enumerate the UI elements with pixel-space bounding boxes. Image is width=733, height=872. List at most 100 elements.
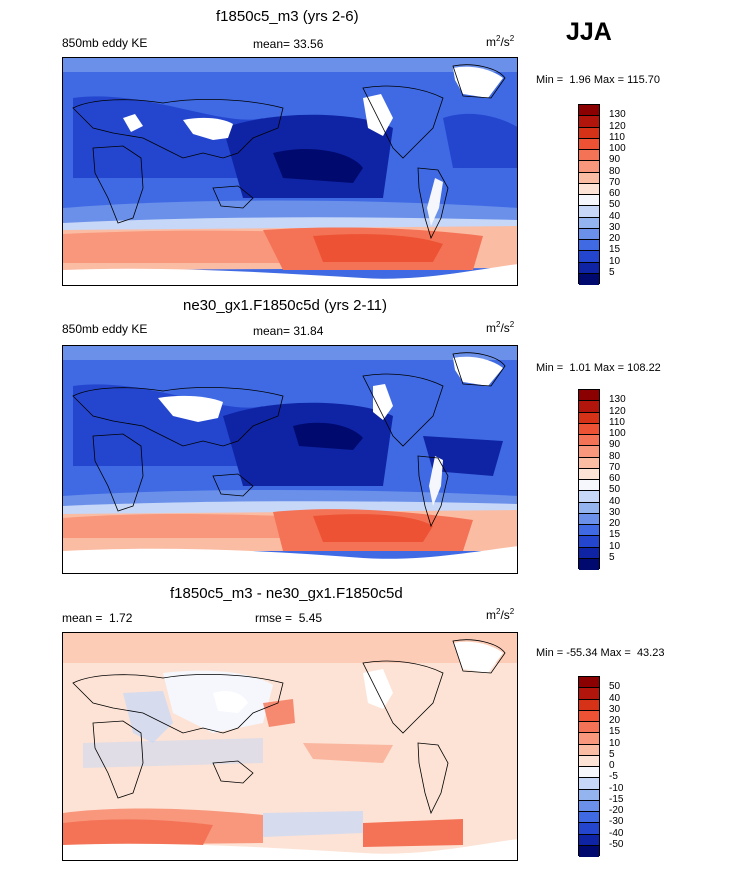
- colorbar-swatch: [579, 677, 599, 689]
- colorbar-tick-label: 80: [609, 165, 621, 177]
- panel3-colorbar: [578, 676, 600, 857]
- colorbar-tick-label: 20: [609, 518, 621, 529]
- colorbar-tick-label: -20: [609, 805, 624, 816]
- panel3-rmse: rmse = 5.45: [255, 611, 323, 625]
- colorbar-tick-label: 100: [609, 428, 626, 439]
- colorbar-tick-label: -15: [609, 793, 624, 805]
- colorbar-tick-label: -10: [609, 782, 624, 794]
- colorbar-swatch: [579, 435, 599, 447]
- panel1-map: [62, 57, 518, 286]
- panel1-mean: mean= 33.56: [253, 37, 324, 51]
- colorbar-swatch: [579, 228, 599, 240]
- panel1-minmax: Min = 1.96 Max = 115.70: [536, 74, 660, 86]
- colorbar-swatch: [579, 262, 599, 274]
- colorbar-tick-label: 0: [609, 760, 615, 771]
- colorbar-tick-label: -40: [609, 827, 624, 839]
- panel2-map: [62, 345, 518, 574]
- colorbar-tick-label: 50: [609, 484, 621, 496]
- colorbar-swatch: [579, 251, 599, 263]
- colorbar-tick-label: 30: [609, 703, 621, 715]
- colorbar-swatch: [579, 800, 599, 812]
- colorbar-swatch: [579, 558, 599, 570]
- colorbar-tick-label: 50: [609, 681, 621, 693]
- colorbar-tick-label: 130: [609, 109, 626, 121]
- colorbar-swatch: [579, 733, 599, 745]
- colorbar-swatch: [579, 195, 599, 207]
- panel2-title: ne30_gx1.F1850c5d (yrs 2-11): [183, 297, 388, 314]
- colorbar-tick-label: -30: [609, 816, 624, 828]
- colorbar-swatch: [579, 525, 599, 537]
- colorbar-tick-label: 40: [609, 495, 621, 507]
- colorbar-swatch: [579, 206, 599, 218]
- colorbar-swatch: [579, 127, 599, 139]
- colorbar-swatch: [579, 744, 599, 756]
- colorbar-swatch: [579, 812, 599, 824]
- colorbar-swatch: [579, 116, 599, 128]
- colorbar-tick-label: 50: [609, 199, 621, 211]
- colorbar-tick-label: 15: [609, 726, 621, 738]
- colorbar-swatch: [579, 412, 599, 424]
- colorbar-tick-label: 90: [609, 439, 621, 451]
- colorbar-swatch: [579, 710, 599, 722]
- colorbar-swatch: [579, 845, 599, 857]
- colorbar-tick-label: 60: [609, 188, 621, 199]
- colorbar-swatch: [579, 105, 599, 117]
- colorbar-swatch: [579, 390, 599, 402]
- colorbar-tick-label: 70: [609, 461, 621, 473]
- colorbar-swatch: [579, 273, 599, 285]
- colorbar-tick-label: -50: [609, 838, 624, 850]
- panel2-mean: mean= 31.84: [253, 324, 324, 338]
- panel3-map: [62, 632, 518, 861]
- panel3-mean: mean = 1.72: [62, 611, 133, 625]
- colorbar-tick-label: 15: [609, 529, 621, 541]
- colorbar-swatch: [579, 491, 599, 503]
- panel1-units: m2/s2: [486, 34, 515, 49]
- colorbar-tick-label: -5: [609, 771, 618, 783]
- panel2-minmax: Min = 1.01 Max = 108.22: [536, 362, 661, 374]
- colorbar-tick-label: 10: [609, 737, 621, 749]
- colorbar-swatch: [579, 183, 599, 195]
- colorbar-swatch: [579, 423, 599, 435]
- panel2-colorbar: [578, 389, 600, 570]
- colorbar-swatch: [579, 468, 599, 480]
- colorbar-swatch: [579, 699, 599, 711]
- colorbar-swatch: [579, 513, 599, 525]
- colorbar-tick-label: 100: [609, 143, 626, 154]
- panel1-title: f1850c5_m3 (yrs 2-6): [216, 8, 359, 25]
- colorbar-tick-label: 10: [609, 540, 621, 552]
- colorbar-swatch: [579, 172, 599, 184]
- colorbar-swatch: [579, 457, 599, 469]
- colorbar-tick-label: 40: [609, 692, 621, 704]
- colorbar-swatch: [579, 480, 599, 492]
- colorbar-tick-label: 130: [609, 394, 626, 406]
- colorbar-swatch: [579, 688, 599, 700]
- colorbar-swatch: [579, 138, 599, 150]
- colorbar-swatch: [579, 536, 599, 548]
- colorbar-tick-label: 30: [609, 221, 621, 233]
- colorbar-tick-label: 120: [609, 120, 626, 132]
- colorbar-swatch: [579, 834, 599, 846]
- colorbar-swatch: [579, 789, 599, 801]
- colorbar-swatch: [579, 150, 599, 162]
- colorbar-tick-label: 70: [609, 176, 621, 188]
- colorbar-tick-label: 5: [609, 551, 615, 563]
- colorbar-tick-label: 110: [609, 416, 625, 428]
- colorbar-tick-label: 5: [609, 266, 615, 278]
- colorbar-tick-label: 60: [609, 473, 621, 484]
- season-label: JJA: [566, 18, 612, 46]
- colorbar-tick-label: 120: [609, 405, 626, 417]
- panel2-variable: 850mb eddy KE: [62, 322, 148, 336]
- colorbar-tick-label: 15: [609, 244, 621, 256]
- colorbar-swatch: [579, 547, 599, 559]
- colorbar-tick-label: 30: [609, 506, 621, 518]
- colorbar-swatch: [579, 823, 599, 835]
- colorbar-swatch: [579, 401, 599, 413]
- colorbar-tick-label: 80: [609, 450, 621, 462]
- colorbar-tick-label: 40: [609, 210, 621, 222]
- colorbar-tick-label: 20: [609, 715, 621, 726]
- panel3-minmax: Min = -55.34 Max = 43.23: [536, 647, 665, 659]
- colorbar-swatch: [579, 778, 599, 790]
- colorbar-tick-label: 110: [609, 131, 625, 143]
- colorbar-swatch: [579, 217, 599, 229]
- colorbar-swatch: [579, 722, 599, 734]
